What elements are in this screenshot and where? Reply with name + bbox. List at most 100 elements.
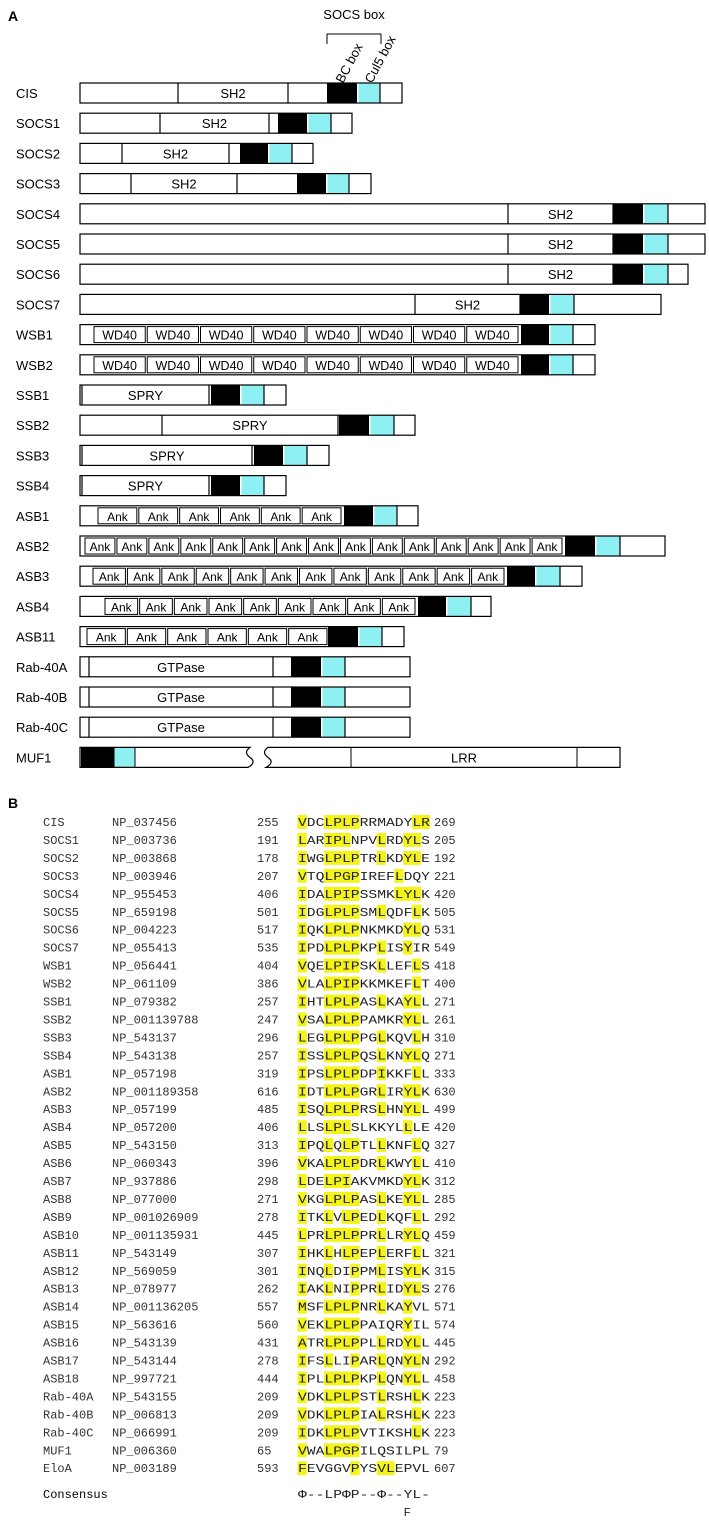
sequence: IDALPIPSSMKLYLK: [298, 888, 431, 902]
protein-name: SOCS7: [43, 942, 79, 956]
bc-box: [339, 415, 369, 436]
protein-name: SOCS3: [16, 177, 60, 192]
end-position: 192: [434, 852, 456, 866]
protein-name: SOCS2: [16, 146, 60, 161]
repeat-domain: [531, 537, 563, 555]
protein-name: SOCS7: [16, 297, 60, 312]
protein-row-socs7: SOCS7 SH2: [16, 293, 662, 315]
repeat-domain: [84, 537, 116, 555]
conserved-highlight: [332, 886, 342, 901]
conserved-highlight: [403, 832, 413, 847]
repeat-domain: [359, 326, 412, 344]
conserved-highlight: [323, 1066, 334, 1081]
sequence: IQKLPLPNKMKDYLQ: [298, 924, 430, 938]
sequence: IPSLPLPDPIKKFLL: [298, 1067, 430, 1081]
conserved-highlight: [323, 1317, 334, 1332]
accession: NP_543139: [112, 1337, 177, 1351]
conserved-highlight: [323, 1299, 334, 1314]
cul5-box: [322, 687, 345, 707]
panel-b-label: B: [8, 795, 18, 811]
conserved-highlight: [332, 1102, 342, 1117]
conserved-highlight: [376, 958, 386, 973]
conserved-highlight: [332, 1425, 342, 1440]
protein-name: Rab-40B: [43, 1408, 93, 1422]
start-position: 396: [257, 1157, 279, 1171]
start-position: 191: [257, 834, 279, 848]
start-position: 257: [257, 1049, 279, 1063]
conserved-highlight: [332, 1191, 342, 1206]
end-position: 458: [434, 1372, 456, 1386]
repeat-domain: [253, 356, 306, 374]
conserved-highlight: [323, 1209, 334, 1224]
conserved-highlight: [332, 1048, 342, 1063]
cul5-box-label: Cul5 box: [361, 33, 399, 86]
start-position: 278: [257, 1355, 279, 1369]
repeat-domain: [347, 597, 381, 615]
conserved-highlight: [411, 1030, 422, 1045]
cul5-box: [644, 234, 668, 254]
conserved-highlight: [411, 1209, 422, 1224]
conserved-highlight: [411, 832, 422, 847]
start-position: 593: [257, 1462, 279, 1476]
protein-row-ssb2: SSB2 SPRY: [16, 414, 416, 436]
repeat-domain: [92, 567, 126, 585]
protein-name: Rab-40A: [43, 1390, 94, 1404]
domain-label: SPRY: [149, 448, 184, 463]
protein-name: SOCS2: [43, 852, 79, 866]
cul5-box: [596, 536, 620, 556]
repeat-domain: [200, 326, 253, 344]
sequence: ITKLVLPEDLKQFLL: [298, 1211, 430, 1225]
sequence: FEVGGVPYSVLEPVL: [298, 1462, 430, 1476]
protein-bar: [79, 263, 689, 285]
protein-name: Rab-40C: [43, 1426, 93, 1440]
conserved-highlight: [411, 958, 422, 973]
conserved-highlight: [376, 1299, 386, 1314]
end-position: 312: [434, 1175, 456, 1189]
conserved-highlight: [297, 1102, 307, 1117]
conserved-highlight: [332, 1030, 342, 1045]
end-position: 315: [434, 1265, 456, 1279]
domain-label: Ank: [441, 540, 463, 554]
protein-name: SSB2: [16, 418, 49, 433]
conserved-highlight: [411, 1048, 422, 1063]
sequence: IPLLPLPKPLQNYLL: [298, 1372, 430, 1386]
sequence: VDKLPLPSTLRSHLK: [298, 1390, 431, 1404]
repeat-domain: [301, 507, 342, 525]
domain-label: Ank: [230, 510, 252, 524]
domain-label: SH2: [171, 177, 196, 192]
start-position: 296: [257, 1031, 279, 1045]
conserved-highlight: [323, 1012, 334, 1027]
conserved-highlight: [411, 994, 422, 1009]
conserved-highlight: [323, 1084, 334, 1099]
conserved-highlight: [297, 904, 307, 919]
repeat-domain: [208, 597, 243, 615]
protein-name: ASB11: [43, 1247, 79, 1261]
protein-name: ASB4: [16, 599, 49, 614]
sequence: IFSLLIPARLQNYLN: [298, 1355, 430, 1369]
conserved-highlight: [411, 850, 422, 865]
domain-label: Ank: [374, 570, 396, 584]
alignment-row-wsb1: WSB1 NP_056441 404 VQELPIPSKLLEFLS 418: [43, 958, 456, 974]
conserved-highlight: [341, 1120, 351, 1135]
conserved-highlight: [350, 1317, 360, 1332]
repeat-domain: [333, 567, 367, 585]
start-position: 386: [257, 978, 279, 992]
domain-label: Ank: [345, 540, 367, 554]
socs-box-bracket: [326, 33, 382, 44]
domain-label: Ank: [237, 570, 259, 584]
conserved-highlight: [297, 815, 307, 829]
conserved-highlight: [376, 832, 386, 847]
start-position: 517: [257, 924, 279, 938]
sequence: MSFLPLPNRLKAYVL: [298, 1301, 430, 1315]
start-position: 444: [257, 1372, 279, 1386]
accession: NP_057200: [112, 1121, 177, 1135]
protein-name: SOCS5: [43, 906, 79, 920]
conserved-highlight: [341, 1407, 351, 1422]
repeat-domain: [276, 537, 308, 555]
alignment-row-socs3: SOCS3 NP_003946 207 VTQLPGPIREFLDQY 221: [43, 868, 456, 884]
conserved-highlight: [332, 1156, 342, 1171]
repeat-domain: [86, 628, 126, 646]
conserved-highlight: [323, 1138, 334, 1153]
domain-label: WD40: [209, 359, 244, 373]
